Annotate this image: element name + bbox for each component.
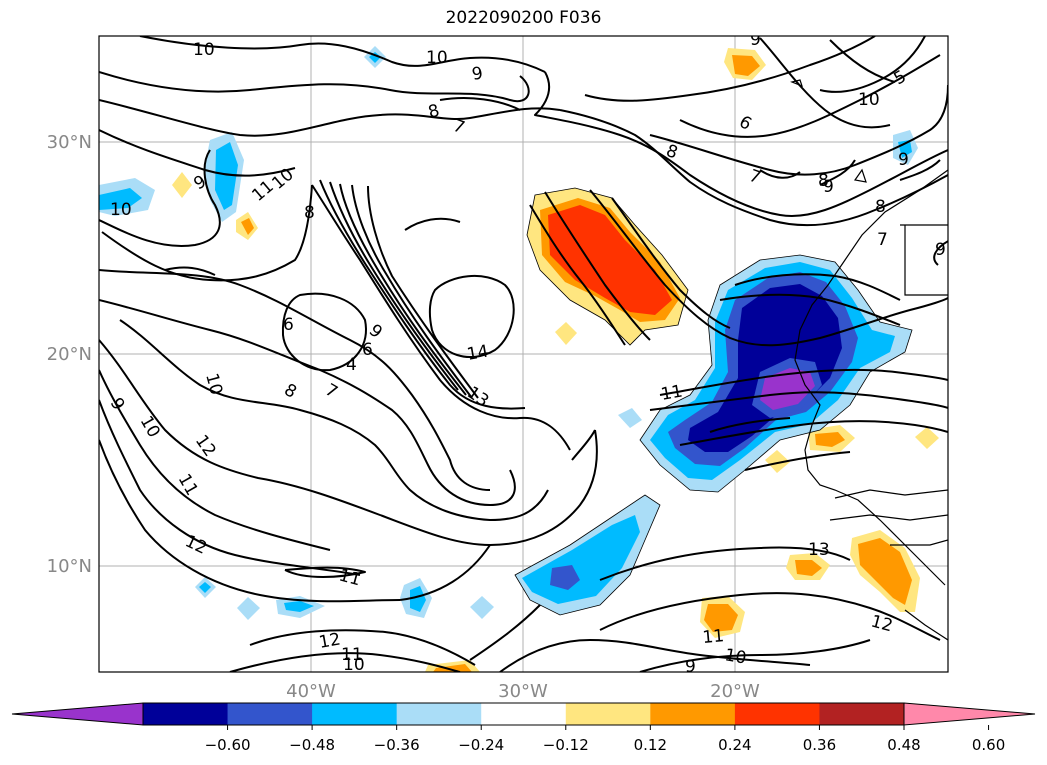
colorbar-tick-label: 0.60 (972, 736, 1005, 754)
contour-label: 10 (343, 655, 365, 675)
height-contours (99, 36, 948, 672)
contour-label: 8 (304, 203, 315, 223)
lon-label: 20°W (710, 681, 760, 702)
colorbar-tick-label: 0.48 (887, 736, 920, 754)
contour-label: 10 (136, 413, 164, 442)
colorbar-ticks: −0.60 −0.48 −0.36 −0.24 −0.12 0.12 0.24 0.36 0.4… (205, 725, 1005, 754)
colorbar-extend-high (904, 703, 1035, 725)
contour-label: 6 (283, 315, 294, 335)
contour-label: 7 (746, 166, 763, 188)
contour-label: 12 (869, 612, 895, 637)
colorbar-tick-label: −0.24 (458, 736, 504, 754)
lat-label: 30°N (47, 132, 92, 153)
colorbar-swatch (734, 703, 820, 725)
contour-label: 8 (281, 380, 300, 403)
contour-label: 10 (858, 90, 880, 110)
colorbar-swatch (819, 703, 905, 725)
lon-label: 40°W (286, 681, 336, 702)
contour-label: 11 (702, 626, 725, 648)
colorbar-tick-label: 0.24 (718, 736, 751, 754)
colorbar-tick-label: −0.48 (289, 736, 335, 754)
contour-label: 9 (898, 150, 909, 170)
contour-label: 12 (191, 431, 220, 460)
colorbar-tick-label: −0.60 (205, 736, 251, 754)
coastlines (790, 79, 948, 641)
lon-label: 30°W (498, 681, 548, 702)
negative-anomaly-fill (99, 46, 918, 620)
contour-label: 6 (362, 340, 373, 360)
colorbar-swatch (650, 703, 736, 725)
contour-label: 9 (470, 63, 484, 85)
contour-label: 7 (877, 230, 888, 250)
contour-label: 11 (337, 566, 363, 591)
contour-label: 11 (174, 471, 202, 500)
colorbar-swatch (143, 703, 229, 725)
contour-label: 9 (685, 657, 696, 677)
longitude-labels: 40°W 30°W 20°W (286, 681, 760, 702)
colorbar-swatch (396, 703, 482, 725)
contour-label: 10 (723, 645, 748, 668)
colorbar-tick-label: 0.36 (803, 736, 836, 754)
contour-label: 5 (891, 67, 910, 90)
map-area: 10 10 9 8 7 8 9 11 10 8 10 9 10 6 4 9 6 … (99, 30, 948, 677)
contour-label: 10 (110, 200, 132, 220)
contour-label: 8 (663, 141, 680, 163)
contour-label: 11 (341, 645, 363, 665)
lat-label: 20°N (47, 344, 92, 365)
contour-label: 7 (322, 380, 341, 403)
positive-anomaly-fill (172, 48, 939, 672)
contour-label: 4 (346, 355, 357, 375)
contour-label: 10 (426, 48, 448, 68)
contour-label: 9 (935, 240, 946, 260)
colorbar: −0.60 −0.48 −0.36 −0.24 −0.12 0.12 0.24 0.36 0.4… (11, 702, 1036, 754)
contour-label: 9 (750, 30, 761, 50)
contour-label: 13 (808, 540, 830, 560)
colorbar-swatch (565, 703, 651, 725)
contour-label: 12 (317, 629, 342, 652)
colorbar-swatch (481, 703, 567, 725)
colorbar-tick-label: −0.12 (543, 736, 589, 754)
contour-label: 14 (465, 341, 490, 364)
latitude-labels: 30°N 20°N 10°N (47, 132, 92, 577)
lat-label: 10°N (47, 556, 92, 577)
contour-label: 11 (659, 381, 684, 404)
map-frame (98, 35, 949, 673)
contour-label: 8 (818, 171, 829, 191)
colorbar-swatch (312, 703, 398, 725)
contour-label: 9 (823, 177, 834, 197)
contour-label: 9 (106, 395, 129, 414)
colorbar-swatch (227, 703, 313, 725)
contour-label: 6 (736, 112, 755, 135)
contour-label: 10 (201, 371, 226, 397)
contour-label: 10 (193, 40, 215, 60)
colorbar-extend-low (12, 703, 143, 725)
colorbar-tick-label: −0.36 (374, 736, 420, 754)
map-title: 2022090200 F036 (445, 8, 602, 28)
contour-label: 12 (182, 531, 210, 558)
contour-label: 8 (426, 101, 442, 123)
contour-label: 8 (875, 197, 886, 217)
colorbar-tick-label: 0.12 (634, 736, 667, 754)
